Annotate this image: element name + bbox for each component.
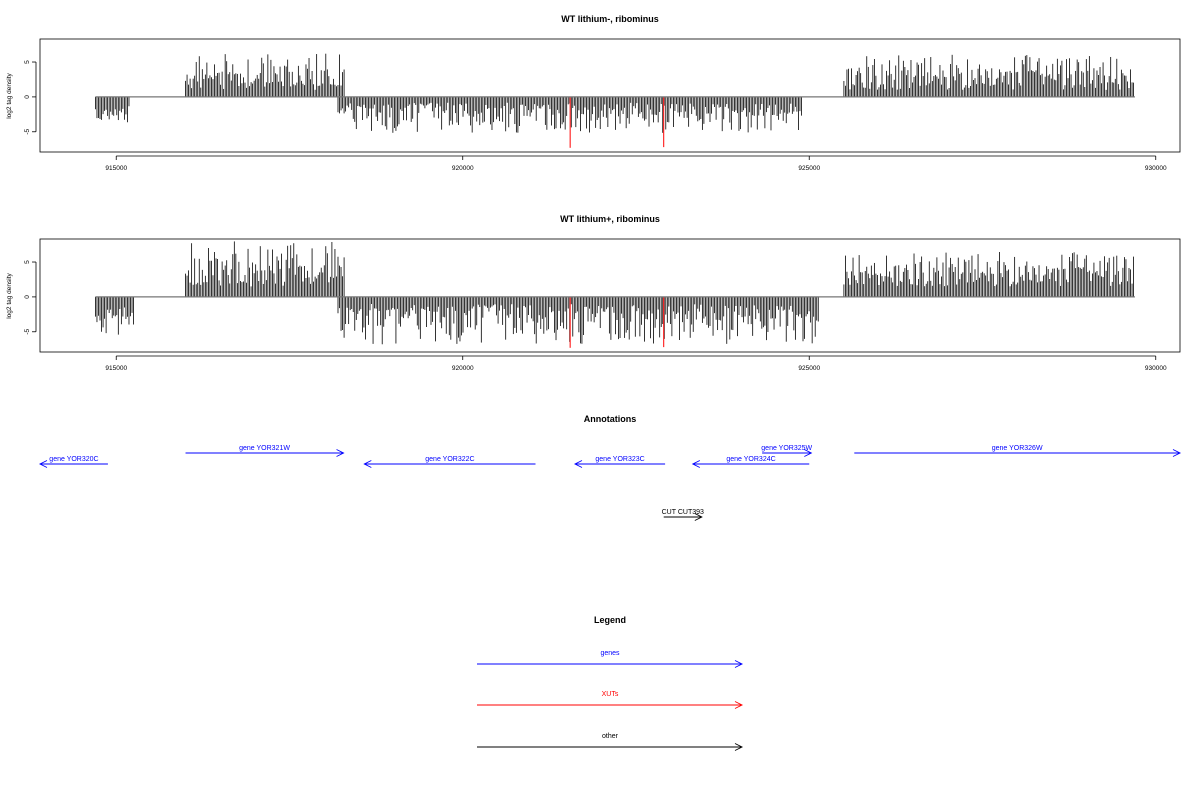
arrowhead-icon [804, 449, 813, 457]
feature-label: gene YOR326W [992, 445, 1043, 452]
x-tick-label: 925000 [798, 365, 820, 372]
x-tick-label: 930000 [1145, 165, 1167, 172]
x-tick-label: 920000 [452, 365, 474, 372]
annotations-title: Annotations [584, 414, 637, 424]
arrowhead-icon [734, 743, 744, 751]
feature-label: gene YOR323C [595, 456, 644, 463]
legend-title: Legend [594, 615, 626, 625]
track-title: WT lithium+, ribominus [560, 214, 660, 224]
x-axis: 915000 920000 925000 930000 [105, 155, 1167, 172]
y-tick-label: 0 [24, 295, 31, 299]
arrowhead-icon [1172, 449, 1182, 457]
arrowhead-icon [38, 460, 48, 468]
annotation-feature: gene YOR323C [573, 456, 666, 468]
y-tick-label: -5 [24, 328, 31, 334]
y-tick-label: 5 [24, 260, 31, 264]
annotation-feature: gene YOR321W [185, 445, 345, 457]
arrowhead-icon [734, 660, 744, 668]
arrowhead-icon [336, 449, 345, 457]
x-tick-label: 930000 [1145, 365, 1167, 372]
arrowhead-icon [363, 460, 372, 468]
annotation-features: gene YOR320C gene YOR321W gene YOR322C gene… [38, 445, 1182, 521]
annotation-feature: gene YOR324C [691, 456, 810, 468]
annotation-feature: CUT CUT393 [662, 509, 704, 521]
legend-item: XUTs [477, 691, 744, 709]
x-axis: 915000 920000 925000 930000 [105, 355, 1167, 372]
plot-frame [39, 38, 1181, 153]
legend-label: genes [600, 650, 620, 657]
x-tick-label: 915000 [105, 365, 127, 372]
bar-series [95, 241, 1134, 348]
legend-panel: Legend genes XUTs other [477, 615, 744, 751]
y-axis-label: log2 tag density [6, 72, 13, 118]
track-title: WT lithium-, ribominus [561, 14, 659, 24]
arrowhead-icon [694, 513, 703, 521]
annotation-feature: gene YOR320C [38, 456, 108, 468]
plot-frame [39, 238, 1181, 353]
feature-label: CUT CUT393 [662, 509, 704, 516]
track-panel-lithium-plus: WT lithium+, ribominus log2 tag density … [6, 214, 1181, 372]
legend-item: genes [477, 650, 744, 668]
y-axis: -5 0 5 [24, 60, 37, 135]
bar-series [95, 53, 1134, 148]
track-panel-lithium-minus: WT lithium-, ribominus log2 tag density … [6, 14, 1181, 172]
arrowhead-icon [734, 701, 744, 709]
feature-label: gene YOR322C [425, 456, 474, 463]
y-tick-label: 5 [24, 60, 31, 64]
feature-label: gene YOR325W [761, 445, 812, 452]
y-tick-label: 0 [24, 95, 31, 99]
legend-label: XUTs [602, 691, 619, 698]
x-tick-label: 920000 [452, 165, 474, 172]
feature-label: gene YOR324C [726, 456, 775, 463]
legend-items: genes XUTs other [477, 650, 744, 751]
annotation-feature: gene YOR326W [854, 445, 1182, 457]
arrowhead-icon [691, 460, 701, 468]
annotation-feature: gene YOR322C [363, 456, 536, 468]
feature-label: gene YOR320C [49, 456, 98, 463]
y-axis: -5 0 5 [24, 260, 37, 335]
feature-label: gene YOR321W [239, 445, 290, 452]
x-tick-label: 915000 [105, 165, 127, 172]
arrowhead-icon [573, 460, 583, 468]
annotation-feature: gene YOR325W [761, 445, 813, 457]
y-tick-label: -5 [24, 128, 31, 134]
x-tick-label: 925000 [798, 165, 820, 172]
legend-item: other [477, 733, 744, 751]
y-axis-label: log2 tag density [6, 272, 13, 318]
legend-label: other [602, 733, 619, 740]
